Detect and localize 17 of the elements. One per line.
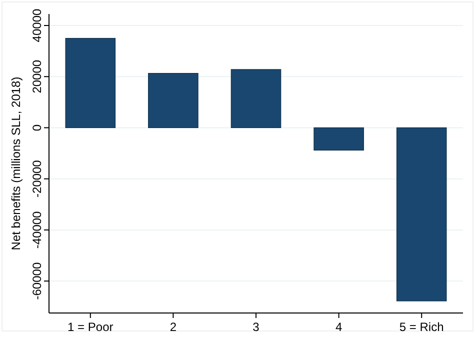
y-tick-label: 0 [30, 124, 44, 132]
bar [148, 72, 198, 128]
y-tick-label: -60000 [30, 262, 44, 300]
x-tick-label: 1 = Poor [68, 320, 114, 334]
x-tick-label: 5 = Rich [399, 320, 444, 334]
y-tick-label: -40000 [30, 210, 44, 249]
bar [65, 38, 116, 128]
y-tick-label: 20000 [30, 60, 44, 94]
x-tick-label: 4 [335, 320, 342, 334]
bar [396, 127, 447, 302]
bar [314, 127, 364, 151]
bar [230, 69, 282, 128]
y-axis-title: Net benefits (millions SLL, 2018) [9, 76, 23, 250]
y-tick-label: 40000 [30, 8, 44, 42]
x-tick-label: 3 [252, 320, 260, 334]
y-tick-label: -20000 [30, 160, 44, 198]
x-tick-label: 2 [170, 320, 177, 334]
